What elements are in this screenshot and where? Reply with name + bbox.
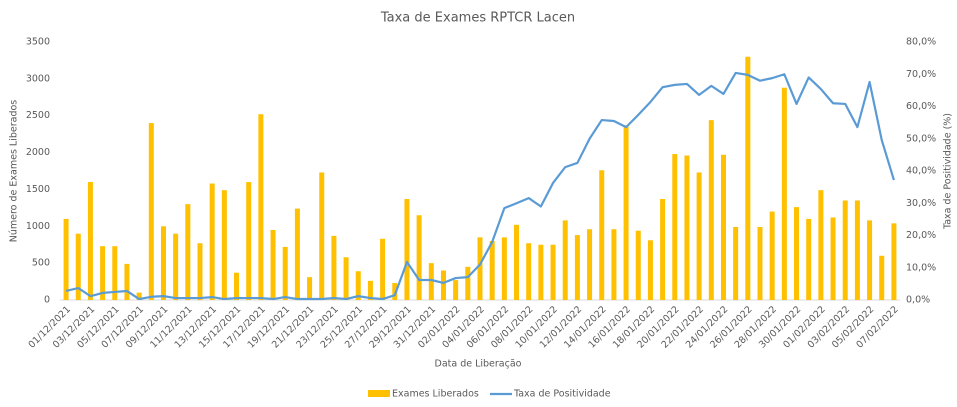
- bar: [331, 235, 337, 300]
- bar: [416, 215, 422, 300]
- bar: [574, 235, 580, 300]
- bar: [550, 244, 556, 300]
- bar: [891, 223, 897, 300]
- bar: [477, 237, 483, 300]
- bar: [63, 218, 69, 300]
- bar: [489, 241, 495, 300]
- bar: [647, 240, 653, 300]
- bar: [623, 125, 629, 300]
- bar: [75, 233, 81, 300]
- bar: [100, 246, 106, 300]
- bar: [343, 257, 349, 300]
- bar: [148, 123, 154, 300]
- bar: [440, 270, 446, 300]
- bar: [270, 229, 276, 300]
- bar: [587, 229, 593, 300]
- bar: [355, 271, 361, 300]
- y-axis-title: Número de Exames Liberados: [9, 100, 20, 243]
- bar: [830, 217, 836, 300]
- bar: [745, 56, 751, 300]
- bar: [112, 246, 118, 300]
- bar: [197, 243, 203, 300]
- y-tick-label: 2500: [26, 110, 50, 121]
- bar: [319, 172, 325, 300]
- y2-axis-title: Taxa de Positividade (%): [943, 113, 954, 230]
- bar: [806, 218, 812, 300]
- bar: [611, 229, 617, 300]
- bar: [367, 280, 373, 300]
- x-axis-title: Data de Liberação: [435, 359, 522, 370]
- bar: [87, 182, 93, 300]
- bar: [672, 154, 678, 300]
- bar: [660, 199, 666, 300]
- bar: [781, 87, 787, 301]
- y2-tick-label: 80,0%: [906, 37, 936, 48]
- bar: [173, 233, 179, 300]
- bar: [234, 272, 240, 300]
- bar: [599, 170, 605, 300]
- bar: [696, 172, 702, 300]
- bar: [160, 226, 166, 300]
- y2-tick-label: 40,0%: [906, 166, 936, 177]
- bar: [794, 207, 800, 300]
- bar: [562, 220, 568, 300]
- bar: [465, 266, 471, 300]
- bar: [392, 283, 398, 300]
- line: [65, 71, 895, 301]
- bar: [404, 199, 410, 300]
- bar: [842, 200, 848, 300]
- y-tick-label: 0: [44, 295, 50, 306]
- bar: [258, 114, 264, 301]
- bar: [818, 190, 824, 300]
- bar: [136, 292, 142, 300]
- bar: [514, 224, 520, 300]
- y2-tick-label: 70,0%: [906, 69, 936, 80]
- bar: [501, 237, 507, 300]
- legend-label: Exames Liberados: [392, 389, 479, 400]
- bar: [185, 204, 191, 300]
- bar: [428, 263, 434, 300]
- bar: [221, 190, 227, 300]
- bar: [769, 211, 775, 300]
- bar: [246, 182, 252, 300]
- bar: [708, 120, 714, 300]
- bar: [307, 277, 313, 300]
- bar: [294, 208, 300, 300]
- y2-tick-label: 50,0%: [906, 133, 936, 144]
- bar: [380, 238, 386, 300]
- y-tick-label: 3500: [26, 37, 50, 48]
- bar: [757, 227, 763, 300]
- y-tick-label: 3000: [26, 73, 50, 84]
- bar: [720, 154, 726, 300]
- y2-tick-label: 60,0%: [906, 101, 936, 112]
- y-tick-label: 500: [32, 258, 50, 269]
- bar: [733, 227, 739, 300]
- bar: [867, 220, 873, 300]
- y2-tick-label: 0,0%: [906, 295, 930, 306]
- legend-swatch: [368, 390, 390, 397]
- bar: [209, 183, 215, 300]
- bar: [684, 155, 690, 300]
- bar: [124, 263, 130, 300]
- bar: [879, 255, 885, 300]
- y2-tick-label: 30,0%: [906, 198, 936, 209]
- bar: [538, 244, 544, 300]
- bar: [526, 243, 532, 300]
- bar: [854, 200, 860, 300]
- bar: [635, 230, 641, 300]
- y2-tick-label: 10,0%: [906, 262, 936, 273]
- y-tick-label: 1500: [26, 184, 50, 195]
- bar: [453, 280, 459, 300]
- y-tick-label: 1000: [26, 221, 50, 232]
- chart-title: Taxa de Exames RPTCR Lacen: [380, 11, 575, 26]
- y-tick-label: 2000: [26, 147, 50, 158]
- bar: [282, 246, 288, 300]
- y2-tick-label: 20,0%: [906, 230, 936, 241]
- legend-label: Taxa de Positividade: [513, 389, 611, 400]
